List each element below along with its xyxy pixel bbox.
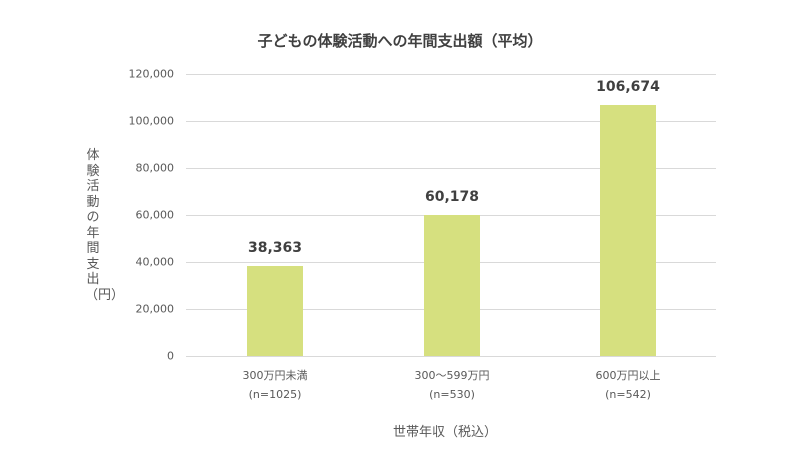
y-tick-label: 40,000 bbox=[135, 255, 175, 269]
y-tick-label: 0 bbox=[167, 349, 174, 363]
y-tick-label: 60,000 bbox=[135, 208, 175, 222]
x-category-label: 300万円未満 (n=1025) bbox=[205, 366, 345, 404]
category-sample-size: (n=530) bbox=[429, 388, 475, 401]
x-category-label: 300〜599万円 (n=530) bbox=[382, 366, 522, 404]
plot-area: 38,363 60,178 106,674 bbox=[186, 74, 716, 357]
y-tick-label: 80,000 bbox=[135, 161, 175, 175]
chart-title: 子どもの体験活動への年間支出額（平均） bbox=[257, 32, 543, 50]
gridline bbox=[186, 74, 716, 75]
x-category-label: 600万円以上 (n=542) bbox=[558, 366, 698, 404]
bar bbox=[247, 265, 303, 356]
gridline bbox=[186, 121, 716, 122]
x-axis-label: 世帯年収（税込） bbox=[392, 425, 497, 440]
y-tick-label: 100,000 bbox=[128, 114, 175, 128]
bar-value-label: 106,674 bbox=[596, 79, 660, 96]
y-tick-label: 20,000 bbox=[135, 302, 175, 316]
category-name: 600万円以上 bbox=[595, 369, 661, 382]
bar-value-label: 38,363 bbox=[247, 239, 303, 256]
category-sample-size: (n=1025) bbox=[248, 388, 302, 401]
gridline bbox=[186, 356, 716, 357]
bar bbox=[600, 105, 656, 356]
y-tick-label: 120,000 bbox=[128, 67, 175, 81]
category-sample-size: (n=542) bbox=[605, 388, 651, 401]
y-axis-label: 体験活動の年間支出（円） bbox=[85, 148, 125, 303]
gridline bbox=[186, 168, 716, 169]
bar-value-label: 60,178 bbox=[424, 188, 480, 205]
category-name: 300万円未満 bbox=[242, 369, 308, 382]
bar bbox=[424, 214, 480, 356]
category-name: 300〜599万円 bbox=[414, 369, 490, 382]
